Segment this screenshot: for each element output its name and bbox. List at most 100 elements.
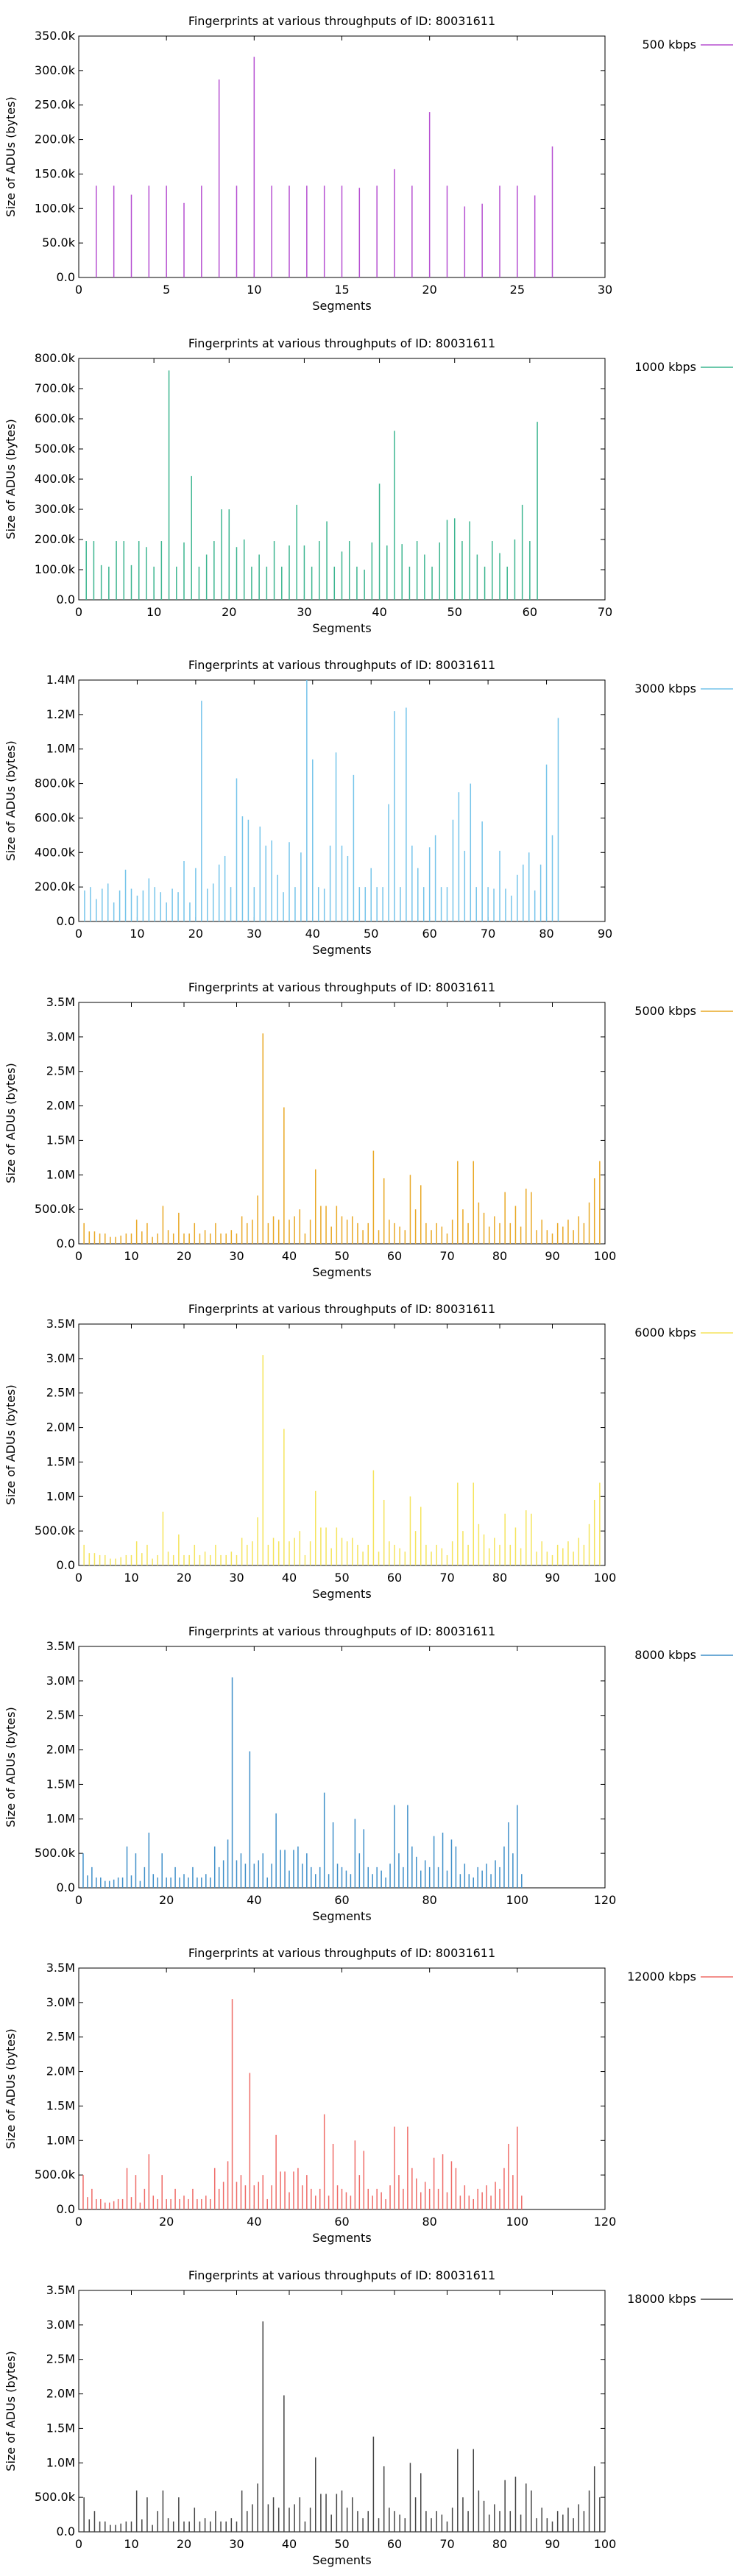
x-tick-label: 80 [539, 927, 553, 941]
x-tick-label: 10 [124, 2537, 138, 2551]
x-tick-label: 60 [387, 2537, 402, 2551]
y-tick-label: 2.5M [46, 1708, 75, 1722]
x-axis-label: Segments [312, 299, 371, 313]
y-tick-label: 500.0k [35, 1846, 76, 1860]
y-axis-label: Size of ADUs (bytes) [4, 2351, 18, 2471]
y-tick-label: 1.5M [46, 2421, 75, 2435]
y-tick-label: 1.5M [46, 2098, 75, 2112]
y-axis-label: Size of ADUs (bytes) [4, 1063, 18, 1183]
y-tick-label: 2.0M [46, 1420, 75, 1434]
chart-panel-3: Fingerprints at various throughputs of I… [4, 658, 733, 957]
x-tick-label: 100 [594, 1571, 617, 1585]
x-tick-label: 50 [334, 1249, 349, 1263]
y-tick-label: 300.0k [35, 63, 76, 77]
x-tick-label: 30 [247, 927, 261, 941]
y-tick-label: 3.5M [46, 1317, 75, 1331]
x-tick-label: 70 [481, 927, 495, 941]
y-tick-label: 50.0k [42, 236, 76, 250]
x-axis-label: Segments [312, 1587, 371, 1601]
y-tick-label: 0.0 [57, 270, 75, 284]
y-tick-label: 0.0 [57, 1880, 75, 1894]
y-axis-label: Size of ADUs (bytes) [4, 96, 18, 216]
x-tick-label: 20 [159, 2215, 174, 2229]
y-tick-label: 100.0k [35, 562, 76, 576]
x-tick-label: 10 [146, 605, 161, 619]
chart-panel-7: Fingerprints at various throughputs of I… [4, 1946, 733, 2245]
x-axis-label: Segments [312, 621, 371, 635]
x-tick-label: 30 [229, 1249, 244, 1263]
y-tick-label: 1.5M [46, 1777, 75, 1791]
x-tick-label: 40 [282, 1249, 297, 1263]
y-tick-label: 2.0M [46, 1098, 75, 1112]
x-axis-label: Segments [312, 943, 371, 957]
legend-label: 3000 kbps [634, 682, 696, 696]
y-tick-label: 500.0k [35, 2168, 76, 2182]
x-tick-label: 70 [439, 1571, 454, 1585]
x-tick-label: 120 [594, 1893, 617, 1907]
legend-label: 1000 kbps [634, 360, 696, 374]
x-tick-label: 40 [247, 1893, 261, 1907]
x-tick-label: 80 [492, 1571, 507, 1585]
y-tick-label: 100.0k [35, 201, 76, 215]
y-tick-label: 3.5M [46, 2283, 75, 2297]
y-tick-label: 500.0k [35, 1202, 76, 1216]
x-tick-label: 40 [247, 2215, 261, 2229]
y-tick-label: 3.5M [46, 1639, 75, 1653]
x-tick-label: 80 [422, 2215, 436, 2229]
legend-label: 18000 kbps [627, 2292, 696, 2306]
chart-title: Fingerprints at various throughputs of I… [188, 336, 495, 350]
x-tick-label: 100 [594, 1249, 617, 1263]
legend-label: 5000 kbps [634, 1004, 696, 1018]
x-tick-label: 0 [75, 605, 82, 619]
y-tick-label: 1.4M [46, 673, 75, 687]
y-tick-label: 200.0k [35, 132, 76, 146]
y-tick-label: 3.0M [46, 1995, 75, 2009]
x-tick-label: 0 [75, 283, 82, 297]
x-tick-label: 20 [177, 1249, 191, 1263]
y-tick-label: 1.0M [46, 1167, 75, 1181]
y-tick-label: 500.0k [35, 1524, 76, 1538]
y-tick-label: 2.0M [46, 1742, 75, 1756]
x-tick-label: 30 [229, 2537, 244, 2551]
x-tick-label: 100 [506, 2215, 529, 2229]
legend-label: 500 kbps [642, 38, 696, 52]
x-tick-label: 120 [594, 2215, 617, 2229]
x-tick-label: 60 [334, 1893, 349, 1907]
y-tick-label: 800.0k [35, 776, 76, 790]
y-tick-label: 0.0 [57, 1558, 75, 1572]
x-tick-label: 80 [492, 2537, 507, 2551]
y-tick-label: 3.5M [46, 995, 75, 1009]
x-tick-label: 40 [282, 1571, 297, 1585]
y-tick-label: 2.0M [46, 2064, 75, 2078]
y-tick-label: 0.0 [57, 914, 75, 928]
x-tick-label: 0 [75, 1571, 82, 1585]
y-tick-label: 300.0k [35, 502, 76, 516]
x-tick-label: 50 [334, 1571, 349, 1585]
x-tick-label: 70 [439, 1249, 454, 1263]
y-tick-label: 2.5M [46, 1064, 75, 1078]
y-tick-label: 2.5M [46, 1386, 75, 1400]
x-tick-label: 0 [75, 927, 82, 941]
legend-label: 12000 kbps [627, 1970, 696, 1984]
x-tick-label: 30 [297, 605, 311, 619]
x-tick-label: 60 [422, 927, 436, 941]
y-tick-label: 1.2M [46, 707, 75, 721]
x-axis-label: Segments [312, 2553, 371, 2567]
y-tick-label: 1.0M [46, 1811, 75, 1825]
y-tick-label: 3.5M [46, 1961, 75, 1975]
x-tick-label: 90 [545, 1571, 559, 1585]
y-tick-label: 3.0M [46, 1029, 75, 1043]
x-tick-label: 100 [506, 1893, 529, 1907]
x-tick-label: 0 [75, 1249, 82, 1263]
y-tick-label: 1.0M [46, 1489, 75, 1503]
x-tick-label: 10 [124, 1249, 138, 1263]
chart-panel-2: Fingerprints at various throughputs of I… [4, 336, 733, 635]
y-tick-label: 0.0 [57, 2202, 75, 2216]
x-tick-label: 25 [510, 283, 525, 297]
x-tick-label: 10 [247, 283, 261, 297]
y-tick-label: 2.0M [46, 2386, 75, 2400]
x-tick-label: 60 [523, 605, 537, 619]
x-tick-label: 90 [598, 927, 612, 941]
legend-label: 8000 kbps [634, 1648, 696, 1662]
